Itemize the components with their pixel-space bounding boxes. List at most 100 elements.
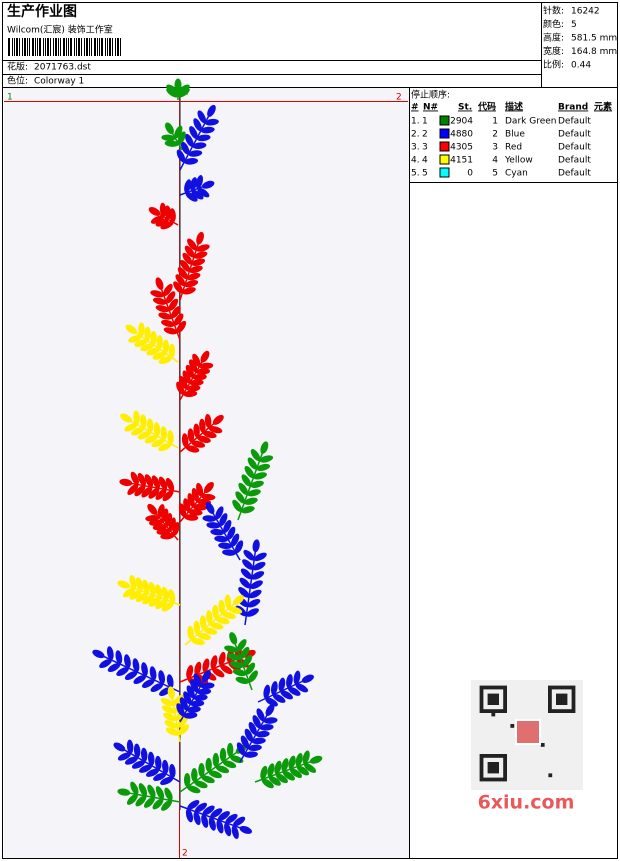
leaf [309,755,323,764]
leaf [255,730,270,738]
leaf [200,126,215,134]
leaf [288,755,296,770]
leaf [188,509,203,516]
code: 1 [492,117,498,127]
leaf [199,418,206,433]
column-header: 代码 [477,101,496,113]
leaf [151,438,165,448]
leaf [244,728,253,742]
leaf [133,743,141,758]
leaf [224,822,232,837]
leaf [212,604,219,619]
leaf [205,757,212,772]
leaf [288,686,301,696]
leaf [206,522,221,529]
brand: Default [558,143,591,153]
leaf [253,472,267,480]
bar [22,38,23,56]
brand: Default [558,169,591,179]
leaf [180,259,190,272]
leaf [182,370,191,384]
bar [32,38,34,56]
leaf [216,819,224,834]
leaf [124,671,138,681]
leaf [250,580,263,589]
leaf [155,755,162,770]
leaf [222,611,236,620]
leaf [174,125,183,139]
leaf [267,763,275,777]
leaf [177,84,190,95]
leaf [194,780,208,789]
leaf [245,662,256,675]
leaf [225,813,238,824]
leaf [218,599,225,614]
leaf [182,252,193,265]
leaf [207,104,216,117]
leaf [166,674,174,689]
colorway: Colorway 1 [34,77,84,87]
bar [45,38,46,56]
bar [70,38,72,56]
leaf [286,674,293,688]
leaf [128,334,142,343]
leaf [247,457,258,470]
bar [39,38,41,56]
leaf [253,552,267,562]
leaf [161,601,174,612]
leaf [197,632,212,640]
stat-label: 高度: [543,32,564,44]
leaf [165,727,179,736]
leaf [134,339,148,347]
leaf [145,515,160,522]
leaf [238,482,249,495]
leaf [146,347,160,356]
leaf [242,654,253,667]
color-swatch [439,115,450,126]
leaf [120,413,132,423]
leaf [131,760,145,769]
watermark: 6xiu.com [478,792,575,814]
row-index: 4. [411,156,420,166]
bar [78,38,80,56]
leaf [99,659,112,669]
leaf [243,549,255,561]
description: Cyan [505,169,528,179]
leaf [106,646,114,661]
leaf [92,649,105,659]
leaf [295,753,303,767]
row-index: 3. [411,143,420,153]
leaf [161,319,175,328]
leaf [135,795,147,807]
bar [47,38,49,56]
table-title: 停止顺序: [411,89,450,101]
leaf [201,180,215,189]
leaf [190,679,199,693]
leaf [175,274,186,287]
leaf [158,442,172,452]
leaf [222,549,237,556]
leaf [177,267,188,279]
leaf [208,426,223,434]
leaf [164,140,179,147]
leaf [202,430,217,439]
qr-code [471,680,583,790]
leaf [168,589,176,603]
bar [53,38,54,56]
leaf [240,735,250,749]
leaf [132,658,140,673]
leaf [243,751,258,758]
stat-label: 宽度: [543,45,564,57]
leaf [158,476,168,490]
leaf [187,238,197,251]
column-header: 描述 [505,101,523,113]
leaf [142,594,155,605]
leaf [265,697,278,707]
leaf [302,750,310,765]
leaf [152,352,166,360]
leaf [201,493,216,501]
leaf [230,533,240,547]
bar [101,38,103,56]
leaf [174,78,182,92]
leaf [199,362,214,370]
